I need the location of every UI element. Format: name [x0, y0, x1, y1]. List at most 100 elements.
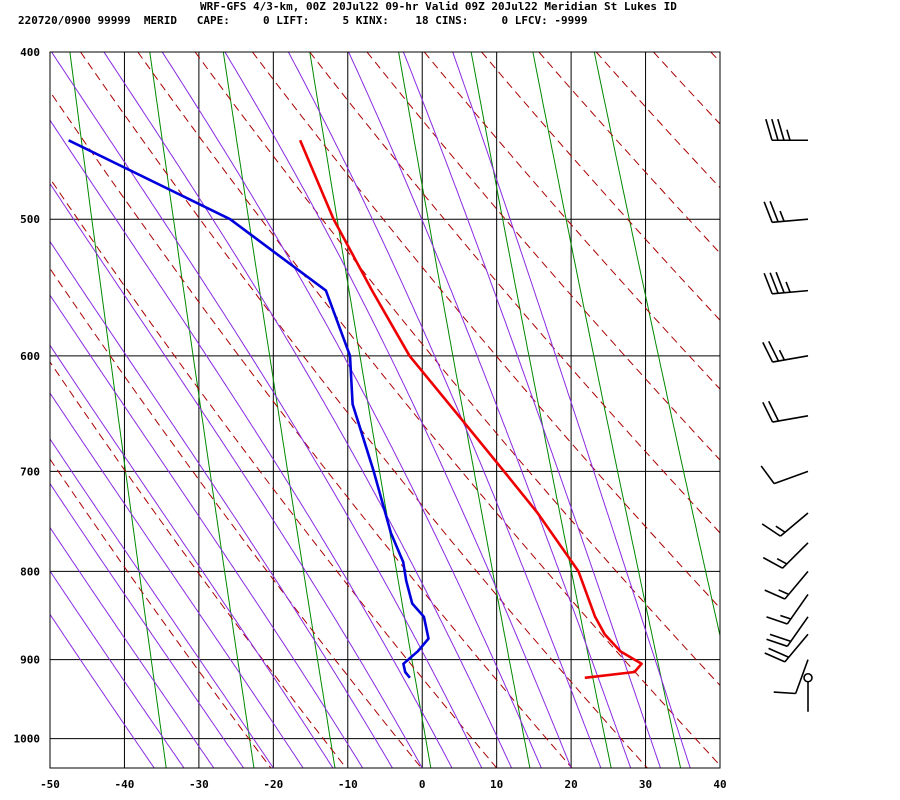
temperature-tick-label: 0: [419, 778, 426, 791]
wind-barb-staff: [772, 415, 809, 423]
moist-adiabat-line: [50, 240, 393, 768]
temperature-tick-labels: -50 -40 -30 -20 -10 0 10 20 30 40: [40, 778, 727, 791]
moist-adiabat-line: [51, 52, 483, 768]
pressure-tick-label: 800: [20, 565, 40, 578]
wind-barb-feather: [769, 272, 779, 294]
temperature-tick-label: -20: [263, 778, 283, 791]
mixing-ratio-line: [470, 52, 612, 768]
wind-barb: [766, 616, 809, 648]
temperature-tick-label: -10: [338, 778, 358, 791]
wind-barb-feather: [760, 465, 775, 485]
wind-barb: [803, 672, 813, 712]
dry-adiabat-line: [50, 458, 272, 768]
wind-barb: [763, 271, 809, 295]
wind-barb: [762, 340, 809, 363]
moist-adiabat-line: [287, 52, 602, 768]
temperature-tick-label: -30: [189, 778, 209, 791]
dry-adiabat-line: [825, 52, 900, 768]
wind-barb-feather: [780, 614, 792, 620]
wind-barb-feather: [761, 523, 781, 537]
dry-adiabat-line: [653, 52, 720, 125]
wind-barb-feather: [773, 691, 796, 695]
mixing-ratio-line: [398, 52, 531, 768]
dewpoint-profile-line: [68, 139, 430, 679]
moist-adiabat-line: [452, 52, 691, 768]
pressure-tick-label: 600: [20, 350, 40, 363]
dry-adiabat-line: [252, 52, 720, 609]
wind-barb-staff: [784, 570, 809, 600]
pressure-tick-label: 400: [20, 46, 40, 59]
wind-barb-feather: [768, 400, 780, 422]
dry-adiabat-line: [423, 52, 720, 390]
wind-barb-feather: [775, 525, 786, 533]
wind-barb-feather: [769, 633, 792, 643]
wind-barb-feather: [776, 557, 788, 565]
moist-adiabat-line: [50, 119, 453, 768]
mixing-ratio-line: [222, 52, 336, 768]
pressure-tick-label: 500: [20, 213, 40, 226]
wind-barb: [763, 201, 809, 224]
wind-barb-feather: [764, 589, 786, 600]
wind-barb-feather: [785, 281, 791, 293]
wind-barb-staff: [794, 659, 809, 694]
wind-barb: [764, 570, 809, 600]
wind-barb-feather: [768, 340, 780, 362]
wind-barb-feather: [762, 341, 774, 363]
pressure-tick-label: 700: [20, 465, 40, 478]
pressure-tick-label: 1000: [14, 733, 41, 746]
temperature-tick-label: 20: [564, 778, 577, 791]
wind-barb-staff: [773, 470, 809, 485]
chart-info-line-2: 220720/0900 99999 MERID CAPE: 0 LIFT: 5 …: [18, 14, 588, 27]
wind-barb: [762, 542, 809, 569]
wind-barb-staff: [772, 355, 809, 363]
wind-barb-feather: [763, 272, 773, 295]
wind-barbs: [760, 118, 813, 712]
moist-adiabats: [50, 52, 691, 768]
wind-barb: [765, 118, 808, 142]
moist-adiabat-line: [50, 344, 334, 768]
temperature-tick-label: 30: [639, 778, 652, 791]
sounding-profiles: [68, 139, 643, 680]
wind-barb-feather: [763, 201, 773, 223]
mixing-ratio-line: [532, 52, 682, 768]
dry-adiabat-line: [481, 52, 720, 321]
dry-adiabat-line: [883, 52, 900, 768]
wind-barb-feather: [777, 118, 785, 141]
wind-barb-feather: [762, 556, 783, 569]
moist-adiabat-line: [50, 526, 215, 768]
chart-title-line-1: WRF-GFS 4/3-km, 00Z 20Jul22 09-hr Valid …: [200, 0, 677, 13]
moist-adiabat-line: [50, 438, 274, 768]
moist-adiabat-line: [348, 52, 632, 768]
wind-barb-feather: [764, 652, 786, 663]
pressure-tick-labels: 400 500 600 700 800 900 1000: [14, 46, 41, 746]
wind-barb-feather: [786, 129, 791, 141]
dry-adiabat-line: [710, 52, 720, 63]
wind-barb-feather: [762, 401, 774, 423]
dry-adiabat-line: [50, 361, 347, 768]
wind-barb-feather: [771, 118, 779, 141]
temperature-tick-label: 10: [490, 778, 503, 791]
isobar-gridlines: [50, 51, 720, 740]
temperature-tick-label: -50: [40, 778, 60, 791]
moist-adiabat-line: [50, 182, 423, 768]
wind-barb-feather: [778, 349, 786, 361]
dry-adiabats: [50, 52, 900, 768]
moist-adiabat-line: [402, 52, 661, 768]
wind-barb-feather: [778, 589, 790, 596]
dry-adiabat-line: [194, 52, 720, 687]
wind-barb-feather: [769, 201, 779, 223]
mixing-ratio-lines: [69, 52, 720, 768]
dry-adiabat-line: [768, 52, 900, 768]
mixing-ratio-line: [69, 52, 167, 768]
wind-barb-feather: [766, 638, 788, 648]
dry-adiabat-line: [80, 52, 648, 768]
pressure-tick-label: 900: [20, 654, 40, 667]
temperature-profile-line: [298, 139, 643, 680]
mixing-ratio-line: [593, 52, 720, 638]
wind-barb-feather: [766, 616, 788, 625]
moist-adiabat-line: [50, 294, 364, 768]
plot-frame: [49, 51, 721, 769]
moist-adiabat-line: [50, 392, 304, 768]
dry-adiabat-line: [50, 267, 422, 768]
calm-wind-circle: [803, 672, 813, 683]
